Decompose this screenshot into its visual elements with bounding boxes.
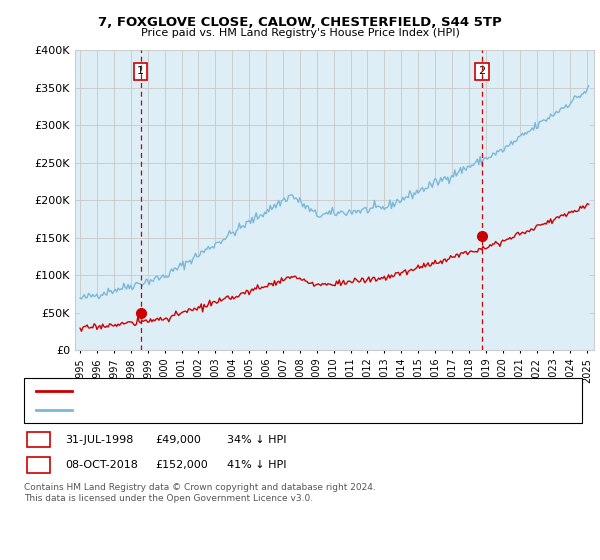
Text: 08-OCT-2018: 08-OCT-2018	[65, 460, 137, 470]
Text: Price paid vs. HM Land Registry's House Price Index (HPI): Price paid vs. HM Land Registry's House …	[140, 28, 460, 38]
Text: 1: 1	[35, 435, 42, 445]
Text: 2: 2	[35, 460, 42, 470]
Text: Contains HM Land Registry data © Crown copyright and database right 2024.
This d: Contains HM Land Registry data © Crown c…	[24, 483, 376, 503]
Text: 7, FOXGLOVE CLOSE, CALOW, CHESTERFIELD, S44 5TP: 7, FOXGLOVE CLOSE, CALOW, CHESTERFIELD, …	[98, 16, 502, 29]
Text: £152,000: £152,000	[155, 460, 208, 470]
Text: £49,000: £49,000	[155, 435, 200, 445]
Text: 1: 1	[137, 67, 144, 76]
Text: 7, FOXGLOVE CLOSE, CALOW, CHESTERFIELD, S44 5TP (detached house): 7, FOXGLOVE CLOSE, CALOW, CHESTERFIELD, …	[78, 385, 457, 395]
Text: 2: 2	[478, 67, 485, 76]
Text: 31-JUL-1998: 31-JUL-1998	[65, 435, 133, 445]
Text: 34% ↓ HPI: 34% ↓ HPI	[227, 435, 286, 445]
Text: HPI: Average price, detached house, North East Derbyshire: HPI: Average price, detached house, Nort…	[78, 405, 386, 416]
Text: 41% ↓ HPI: 41% ↓ HPI	[227, 460, 286, 470]
